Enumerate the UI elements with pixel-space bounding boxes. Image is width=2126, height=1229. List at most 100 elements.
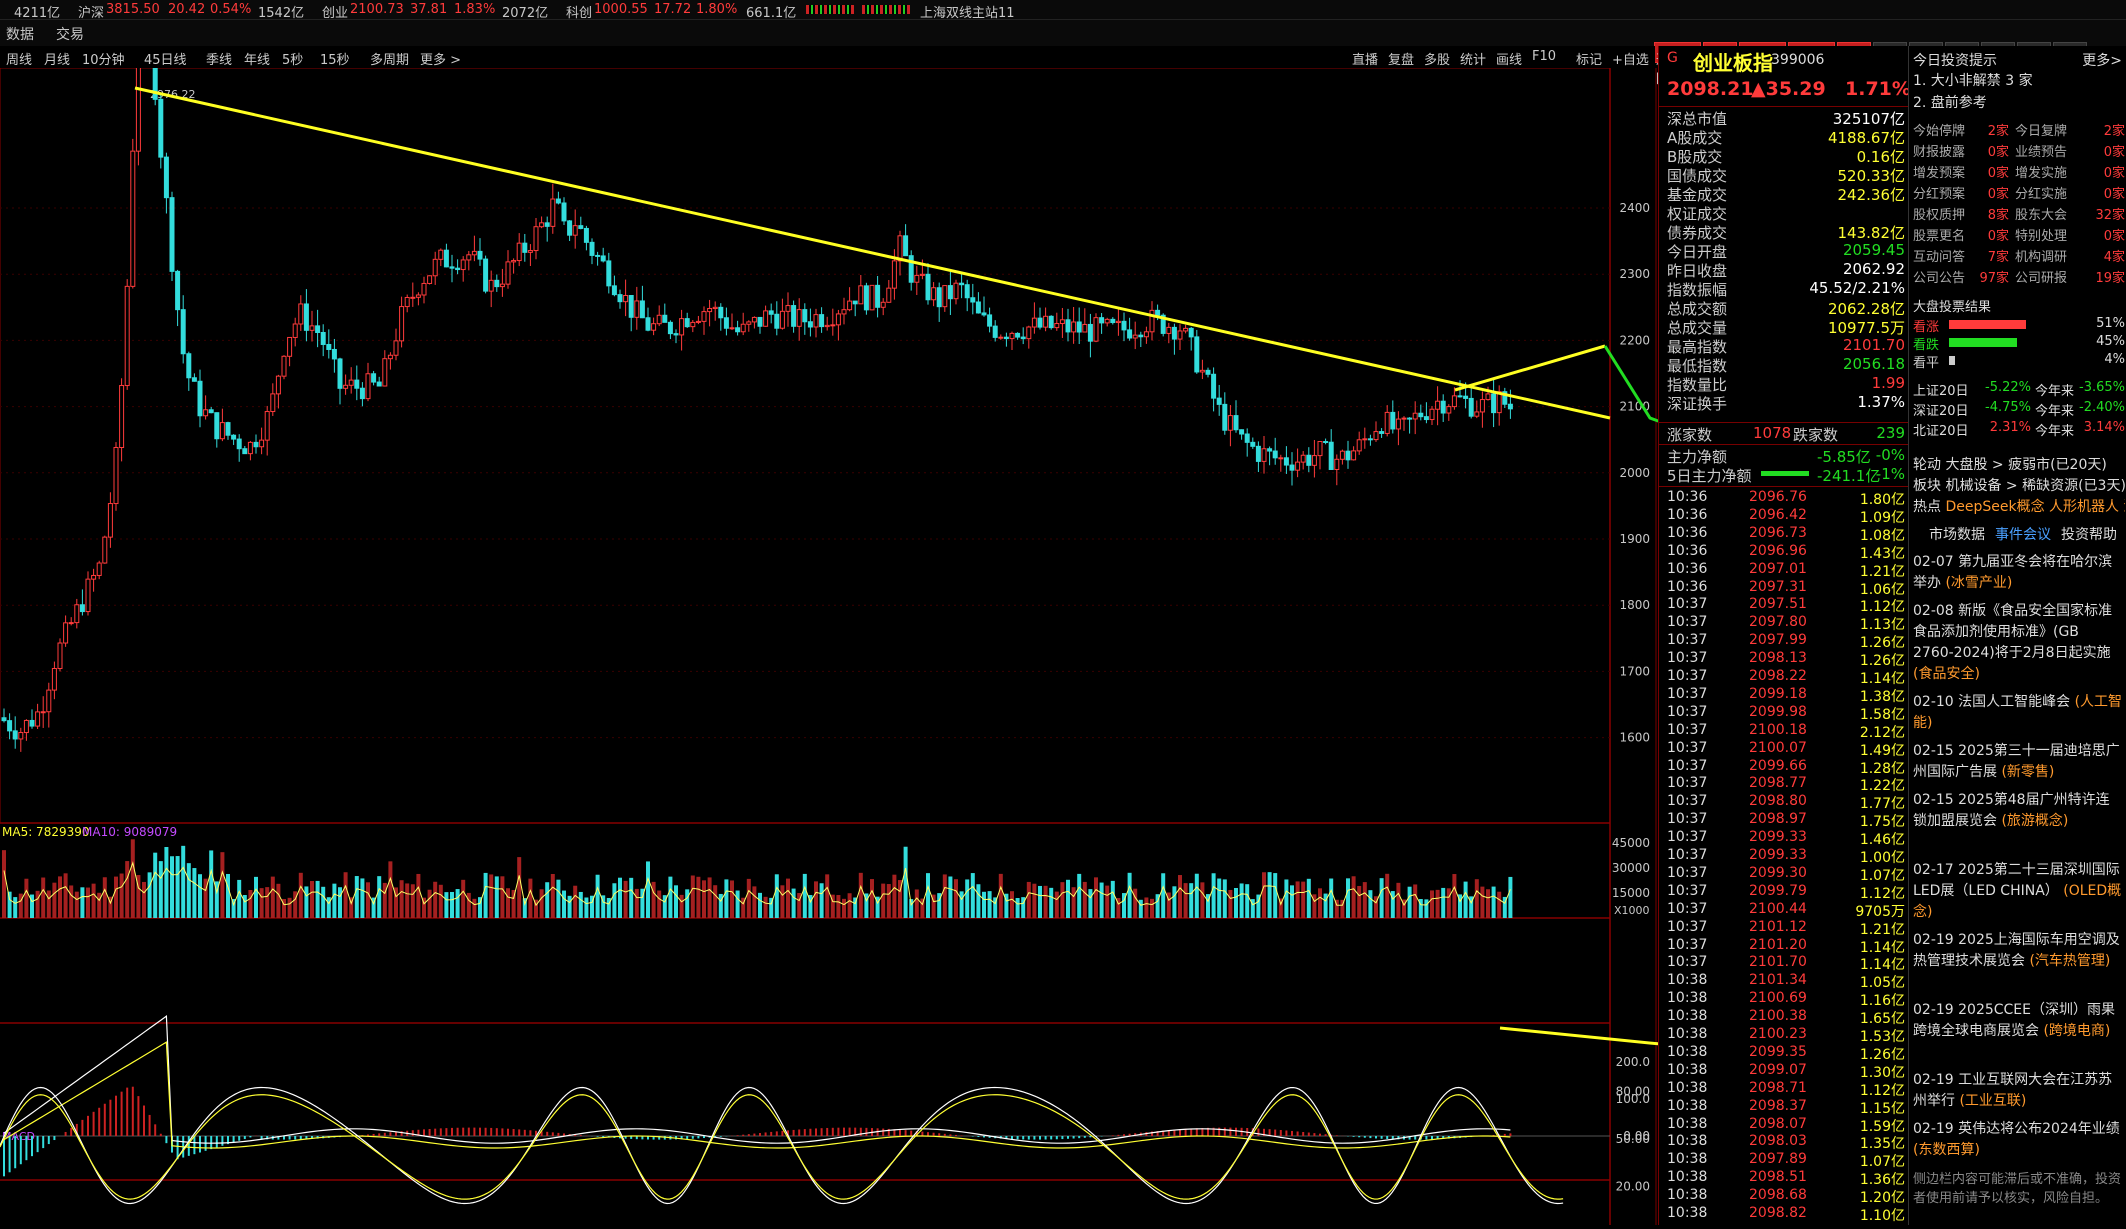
volume-bar: [405, 883, 410, 918]
volume-bar: [1211, 873, 1216, 918]
period-item[interactable]: 季线: [206, 53, 233, 68]
volume-bar: [321, 886, 326, 918]
tool-item[interactable]: 直播: [1352, 53, 1379, 68]
candle-body: [242, 448, 248, 455]
tool-item[interactable]: +自选: [1612, 53, 1649, 68]
candle-body: [1082, 323, 1088, 333]
event-stat-row[interactable]: 增发预案 0家 增发实施 0家: [1913, 162, 2125, 181]
candle-body: [12, 730, 18, 740]
candle-body: [718, 306, 724, 319]
period-item[interactable]: 45日线: [144, 53, 187, 68]
tick-price: 2099.33: [1749, 847, 1807, 863]
vote-label: 看涨: [1913, 320, 1940, 335]
event-stat-row[interactable]: 互动问答 7家 机构调研 4家: [1913, 246, 2125, 265]
tool-item[interactable]: F10: [1532, 49, 1557, 64]
period-item[interactable]: 多周期: [370, 53, 410, 68]
event-stat-row[interactable]: 股票更名 0家 特别处理 0家: [1913, 225, 2125, 244]
volume-bar: [1379, 878, 1384, 918]
hot-row[interactable]: 热点 DeepSeek概念 人形机器人 游: [1913, 499, 2125, 514]
quote-stat-row: 总成交量 10977.5万: [1667, 317, 1905, 337]
event-stat-row[interactable]: 公司公告 97家 公司研报 19家: [1913, 267, 2125, 286]
news-tag: (食品安全): [1913, 666, 1980, 682]
tool-item[interactable]: 画线: [1496, 53, 1523, 68]
volume-bar: [741, 897, 746, 918]
tip-item-1[interactable]: 1. 大小非解禁 3 家: [1913, 73, 2033, 89]
candle-body: [68, 622, 74, 625]
volume-bar: [1250, 899, 1255, 918]
volume-bar: [394, 887, 398, 918]
volume-ma-line: [3, 861, 1511, 907]
sector-row[interactable]: 板块 机械设备 > 稀缺资源(已3天): [1913, 478, 2126, 494]
news-item[interactable]: 02-19 工业互联网大会在江苏苏州举行 (工业互联): [1913, 1070, 2123, 1112]
price-axis-label: 1900: [1619, 532, 1650, 546]
news-item[interactable]: 02-19 2025上海国际车用空调及热管理技术展览会 (汽车热管理): [1913, 930, 2123, 972]
event-count: 97家: [1979, 271, 2009, 286]
period-item[interactable]: 15秒: [320, 53, 350, 68]
news-tag: (新零售): [2001, 764, 2055, 780]
main5-net-bar: [1761, 471, 1809, 476]
candle-body: [270, 393, 276, 413]
candle-body: [365, 373, 371, 400]
tick-volume: 1.43亿: [1859, 545, 1905, 562]
tool-item[interactable]: 多股: [1424, 53, 1451, 68]
tick-row: 10:38 2101.34 1.05亿: [1667, 972, 1905, 991]
volume-bar: [847, 893, 852, 918]
tool-item[interactable]: 复盘: [1388, 53, 1415, 68]
tool-item[interactable]: 标记: [1576, 53, 1603, 68]
tab-help[interactable]: 投资帮助: [2061, 527, 2117, 543]
event-stat-row[interactable]: 股权质押 8家 股东大会 32家: [1913, 204, 2125, 223]
period-item[interactable]: 更多 >: [420, 53, 462, 68]
event-stat-row[interactable]: 财报披露 0家 业绩预告 0家: [1913, 141, 2125, 160]
period-item[interactable]: 周线: [6, 53, 33, 68]
tip-item-2[interactable]: 2. 盘前参考: [1913, 95, 1987, 111]
tick-row: 10:36 2097.01 1.21亿: [1667, 561, 1905, 580]
period-item[interactable]: 10分钟: [82, 53, 125, 68]
volume-bar: [1385, 873, 1390, 918]
tips-more-link[interactable]: 更多>: [2082, 53, 2122, 69]
candle-body: [7, 720, 13, 732]
volume-bar: [1222, 879, 1227, 918]
tick-row: 10:37 2097.99 1.26亿: [1667, 632, 1905, 651]
rotation-row[interactable]: 轮动 大盘股 > 疲弱市(已20天): [1913, 457, 2107, 473]
news-item[interactable]: 02-15 2025第48届广州特许连锁加盟展览会 (旅游概念): [1913, 790, 2123, 832]
news-item[interactable]: 02-17 2025第二十三届深圳国际LED展（LED CHINA） (OLED…: [1913, 860, 2123, 923]
news-item[interactable]: 02-15 2025第三十一届迪培思广州国际广告展 (新零售): [1913, 741, 2123, 783]
ticker-item: 1.80%: [696, 2, 738, 17]
news-item[interactable]: 02-19 英伟达将公布2024年业绩 (东数西算): [1913, 1119, 2123, 1161]
volume-bar: [1127, 872, 1132, 918]
volume-bar: [595, 874, 600, 918]
volume-bar: [870, 879, 874, 918]
period-item[interactable]: 月线: [44, 53, 71, 68]
event-stat-row[interactable]: 今始停牌 2家 今日复牌 2家: [1913, 120, 2125, 139]
news-item[interactable]: 02-19 2025CCEE（深圳）雨果跨境全球电商展览会 (跨境电商): [1913, 1000, 2123, 1042]
period-item[interactable]: 5秒: [282, 53, 304, 68]
news-item[interactable]: 02-08 新版《食品安全国家标准 食品添加剂使用标准》(GB 2760-202…: [1913, 601, 2123, 685]
tab-market-data[interactable]: 市场数据: [1929, 527, 1985, 543]
tick-row: 10:36 2096.76 1.80亿: [1667, 489, 1905, 508]
volume-bar: [1217, 878, 1222, 918]
volume-bar: [203, 878, 208, 918]
news-text: 02-15 2025第三十一届迪培思广州国际广告展: [1913, 743, 2120, 780]
menu-item-data[interactable]: 数据: [6, 27, 34, 43]
tick-price: 2100.69: [1749, 990, 1807, 1007]
tick-price: 2101.20: [1749, 936, 1807, 953]
tool-item[interactable]: 统计: [1460, 53, 1487, 68]
trend-line: [1454, 344, 1606, 392]
menu-item-trade[interactable]: 交易: [56, 27, 84, 43]
kline-chart-svg[interactable]: 2400230022002100200019001800170016002976…: [0, 0, 1856, 1225]
volume-bar: [282, 898, 286, 918]
volume-bar: [1032, 883, 1037, 918]
news-item[interactable]: 02-10 法国人工智能峰会 (人工智能): [1913, 692, 2123, 734]
candle-body: [1485, 393, 1491, 401]
candle-body: [494, 279, 500, 288]
tick-volume: 1.53亿: [1859, 1029, 1905, 1045]
candle-body: [1457, 395, 1463, 398]
tab-events[interactable]: 事件会议: [1995, 527, 2051, 543]
event-stat-row[interactable]: 分红预案 0家 分红实施 0家: [1913, 183, 2125, 202]
kline-chart-area[interactable]: 2400 2300 2200 2100 2000 1900 1800 1700 1600 2976…: [0, 0, 1856, 1225]
tick-time: 10:38: [1667, 1115, 1708, 1132]
candle-body: [455, 267, 461, 271]
volume-bar: [102, 877, 107, 918]
news-item[interactable]: 02-07 第九届亚冬会将在哈尔滨举办 (冰雪产业): [1913, 552, 2123, 594]
period-item[interactable]: 年线: [244, 53, 271, 68]
